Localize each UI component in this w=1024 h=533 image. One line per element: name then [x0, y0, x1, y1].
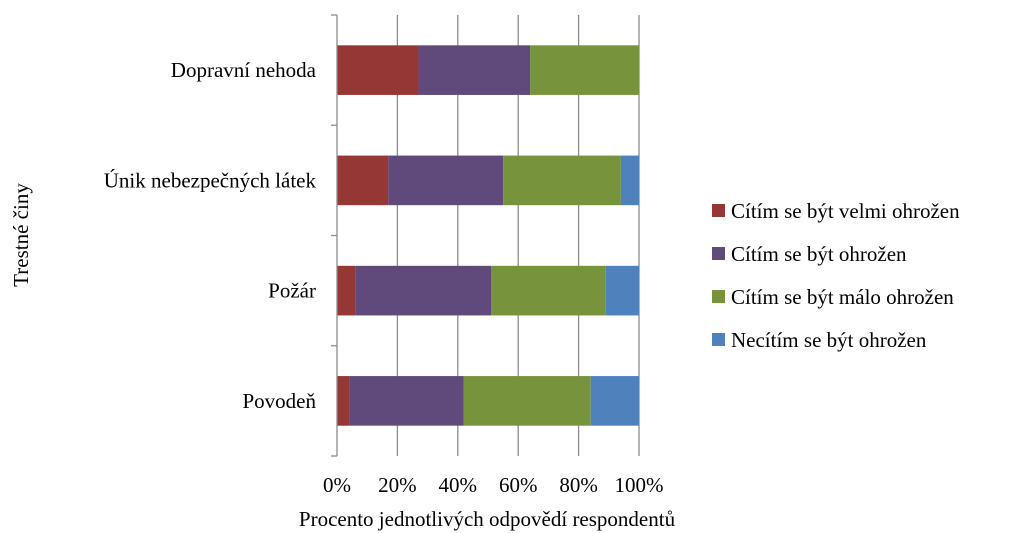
x-tick-label: 20% — [378, 473, 417, 497]
legend-label: Cítím se být velmi ohrožen — [731, 199, 960, 223]
x-tick-label: 60% — [499, 473, 538, 497]
axes — [331, 14, 338, 457]
bar-segment — [503, 155, 621, 206]
x-tick-label: 100% — [615, 473, 664, 497]
bar-segment — [605, 265, 639, 316]
bar-segment — [337, 376, 350, 426]
category-label: Únik nebezpečných látek — [104, 168, 317, 192]
bar-segment — [337, 265, 356, 316]
x-tick-labels: 0% 20% 40% 60% 80% 100% — [323, 473, 664, 497]
category-label: Povodeň — [243, 389, 317, 413]
bar-segment — [349, 376, 464, 426]
legend: Cítím se být velmi ohrožen Cítím se být o… — [712, 199, 960, 352]
bar-segment — [388, 155, 504, 206]
category-label: Požár — [268, 279, 316, 303]
legend-swatch — [712, 290, 725, 303]
category-labels: Dopravní nehoda Únik nebezpečných látek Po… — [104, 58, 317, 413]
legend-label: Cítím se být ohrožen — [731, 242, 907, 266]
bar-segment — [530, 45, 639, 95]
bar-segment — [337, 45, 419, 95]
x-tick-label: 0% — [323, 473, 351, 497]
bar-segment — [491, 265, 606, 316]
bar-segment — [463, 376, 591, 426]
legend-swatch — [712, 247, 725, 260]
legend-swatch — [712, 333, 725, 346]
legend-label: Necítím se být ohrožen — [731, 328, 927, 352]
bar-segment — [590, 376, 639, 426]
y-axis-title: Trestné činy — [9, 183, 33, 287]
x-axis-title: Procento jednotlivých odpovědí responden… — [299, 507, 676, 531]
legend-swatch — [712, 204, 725, 217]
category-label: Dopravní nehoda — [171, 58, 317, 82]
bar-segment — [355, 265, 492, 316]
bars — [337, 45, 639, 426]
bar-segment — [620, 155, 639, 206]
bar-segment — [337, 155, 389, 206]
x-tick-label: 80% — [559, 473, 598, 497]
legend-label: Cítím se být málo ohrožen — [731, 285, 954, 309]
bar-segment — [418, 45, 531, 95]
x-tick-label: 40% — [439, 473, 478, 497]
